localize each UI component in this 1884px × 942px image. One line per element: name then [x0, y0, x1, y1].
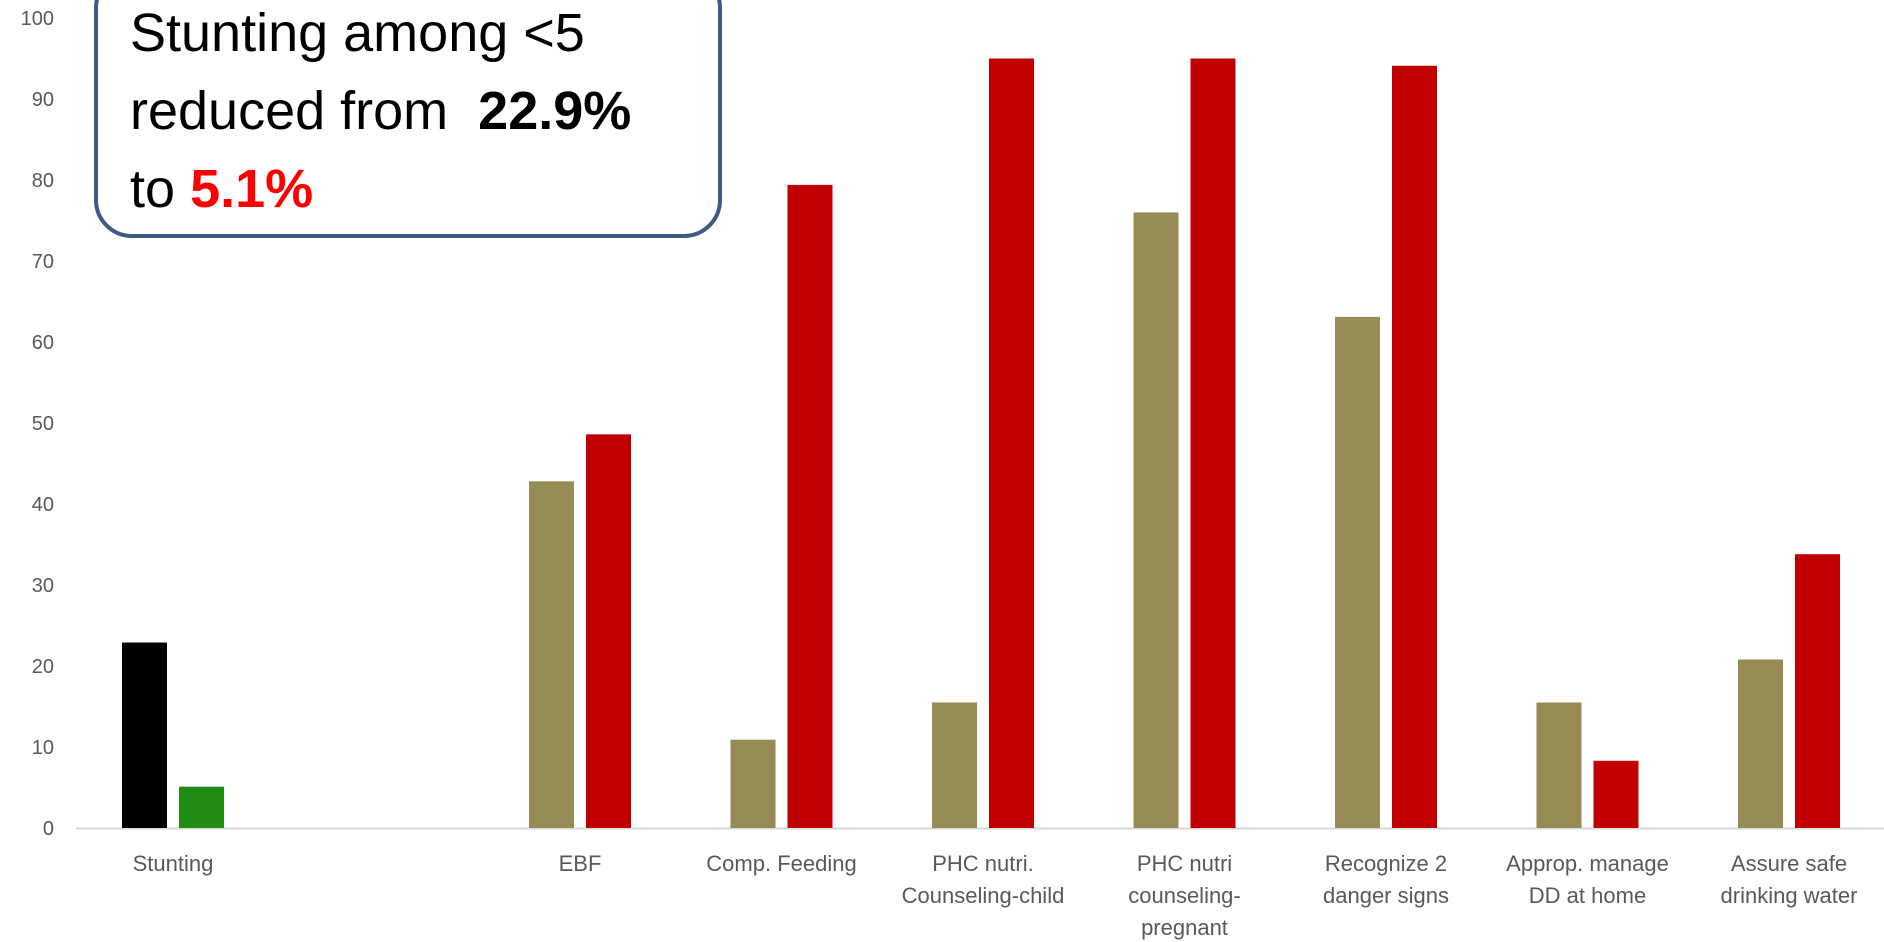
y-tick-label: 30 [32, 575, 54, 597]
callout-line-1: Stunting among <5 [130, 3, 585, 63]
category-label: Counseling-child [902, 883, 1065, 908]
category-label: Comp. Feeding [706, 851, 856, 876]
category-label: Assure safe [1731, 851, 1847, 876]
stunting-callout: Stunting among <5 reduced from 22.9% to … [94, 0, 722, 238]
y-tick-label: 50 [32, 413, 54, 435]
bar-series-1-cat-5 [1133, 212, 1179, 828]
callout-baseline-value: 22.9% [478, 81, 632, 141]
category-label: pregnant [1141, 915, 1228, 940]
category-label: PHC nutri [1137, 851, 1232, 876]
y-tick-label: 80 [32, 170, 54, 192]
bar-series-2-cat-1 [179, 786, 224, 828]
category-label: Stunting [133, 851, 214, 876]
bar-series-1-cat-6 [1335, 316, 1380, 828]
bar-series-2-cat-3 [787, 184, 833, 829]
category-labels: Stunting EBF Comp. Feeding PHC nutri. Counse… [133, 851, 1858, 940]
y-tick-label: 60 [32, 332, 54, 354]
y-tick-label: 10 [32, 737, 54, 759]
category-label: Recognize 2 [1325, 851, 1447, 876]
callout-line-2: reduced from 22.9% [130, 72, 686, 150]
category-label: EBF [559, 851, 602, 876]
callout-line-3-prefix: to [130, 159, 176, 219]
y-axis-ticks: 0 10 20 30 40 50 60 70 80 90 100 [21, 8, 54, 840]
bar-series-1-cat-4 [932, 702, 977, 828]
category-label: danger signs [1323, 883, 1449, 908]
bar-series-2-cat-6 [1392, 65, 1437, 829]
category-label: PHC nutri. [932, 851, 1033, 876]
bar-series-1-cat-1 [122, 642, 167, 828]
callout-line-2-prefix: reduced from [130, 81, 449, 141]
category-label: drinking water [1721, 883, 1858, 908]
y-tick-label: 70 [32, 251, 54, 273]
bar-series-2-cat-5 [1190, 58, 1236, 828]
bar-series-2-cat-2 [586, 434, 631, 828]
category-label: Approp. manage [1506, 851, 1669, 876]
bar-series-2-cat-4 [989, 58, 1034, 828]
bar-series-2-cat-7 [1593, 760, 1639, 828]
y-tick-label: 40 [32, 494, 54, 516]
bars [122, 58, 1840, 829]
callout-endline-value: 5.1% [190, 159, 314, 219]
y-tick-label: 20 [32, 656, 54, 678]
bar-series-2-cat-8 [1795, 554, 1840, 828]
bar-series-1-cat-7 [1536, 702, 1582, 828]
bar-series-1-cat-3 [730, 739, 776, 828]
y-tick-label: 90 [32, 89, 54, 111]
bar-series-1-cat-8 [1738, 659, 1783, 828]
y-tick-label: 100 [21, 8, 54, 30]
callout-line-3: to 5.1% [130, 150, 686, 228]
y-tick-label: 0 [43, 818, 54, 840]
category-label: counseling- [1128, 883, 1241, 908]
category-label: DD at home [1529, 883, 1646, 908]
bar-series-1-cat-2 [529, 481, 574, 828]
